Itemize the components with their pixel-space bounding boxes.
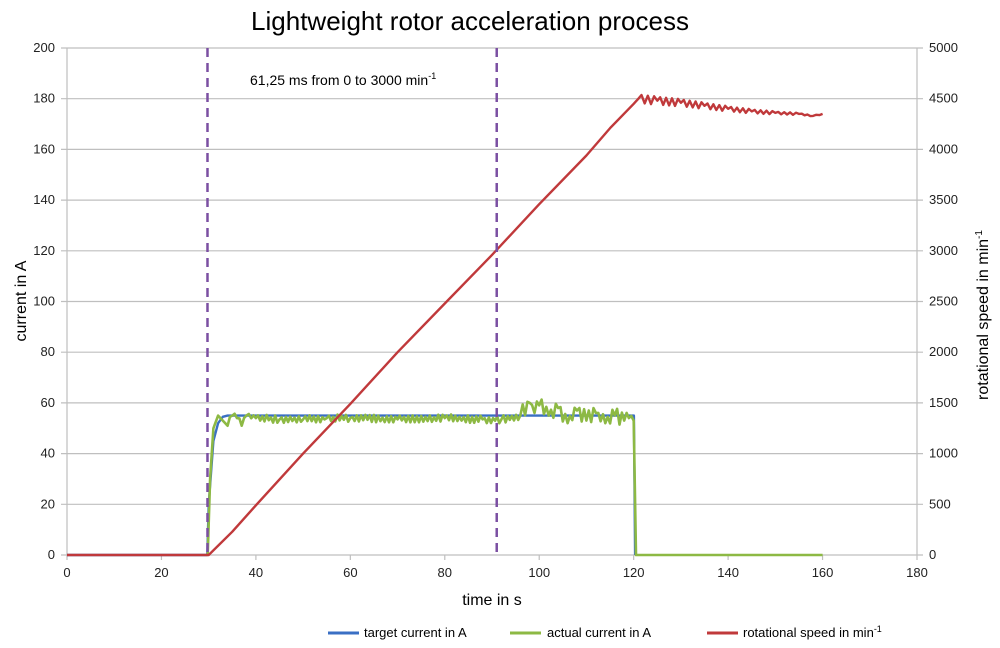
legend: target current in A actual current in A … — [328, 624, 882, 640]
x-axis-label: time in s — [462, 592, 522, 609]
y-tick-label: 100 — [33, 294, 55, 309]
x-tick-label: 60 — [343, 565, 357, 580]
x-tick-label: 80 — [438, 565, 452, 580]
y-tick-label: 20 — [41, 496, 55, 511]
series-rotational-speed — [67, 93, 824, 557]
series-lines — [67, 93, 824, 557]
legend-label-speed-sup: -1 — [874, 624, 882, 634]
legend-label-actual: actual current in A — [547, 625, 651, 640]
y2-tick-label: 1500 — [929, 395, 958, 410]
y2-tick-label: 0 — [929, 547, 936, 562]
legend-label-target: target current in A — [364, 625, 467, 640]
x-tick-label: 20 — [154, 565, 168, 580]
annotation-text: 61,25 ms from 0 to 3000 min-1 — [250, 71, 436, 88]
legend-item-speed: rotational speed in min-1 — [707, 624, 882, 640]
y2-axis-label-main: rotational speed in min — [975, 239, 992, 400]
x-tick-label: 160 — [812, 565, 834, 580]
y-tick-label: 60 — [41, 395, 55, 410]
y2-tick-label: 500 — [929, 496, 951, 511]
series-target-current — [67, 414, 637, 557]
y-tick-label: 120 — [33, 243, 55, 258]
y2-tick-label: 3500 — [929, 192, 958, 207]
y2-axis-label-sup: -1 — [974, 230, 985, 239]
x-tick-label: 120 — [623, 565, 645, 580]
y2-tick-label: 2500 — [929, 294, 958, 309]
x-tick-label: 100 — [528, 565, 550, 580]
y-tick-labels: 0 20 40 60 80 100 120 140 160 180 200 — [33, 40, 55, 562]
axes — [66, 48, 918, 560]
y-tick-label: 160 — [33, 141, 55, 156]
y2-axis-label: rotational speed in min-1 — [974, 230, 992, 400]
y-axis-label: current in A — [13, 260, 30, 341]
legend-item-actual: actual current in A — [510, 625, 651, 640]
x-tick-labels: 0 20 40 60 80 100 120 140 160 180 — [63, 565, 927, 580]
annotation-markers — [206, 48, 498, 555]
y2-tick-label: 1000 — [929, 446, 958, 461]
legend-item-target: target current in A — [328, 625, 467, 640]
y2-tick-label: 4000 — [929, 141, 958, 156]
y-tick-label: 80 — [41, 344, 55, 359]
y2-tick-label: 5000 — [929, 40, 958, 55]
y-tick-label: 180 — [33, 91, 55, 106]
legend-label-speed: rotational speed in min-1 — [743, 624, 882, 640]
annotation-sup: -1 — [428, 71, 436, 81]
legend-label-speed-main: rotational speed in min — [743, 625, 874, 640]
y2-tick-labels: 0 500 1000 1500 2000 2500 3000 3500 4000 4500 5000 — [929, 40, 958, 562]
gridlines — [61, 47, 923, 556]
y-tick-label: 40 — [41, 446, 55, 461]
series-actual-current — [206, 398, 823, 557]
chart-title: Lightweight rotor acceleration process — [251, 6, 689, 36]
y2-tick-label: 3000 — [929, 243, 958, 258]
x-tick-label: 140 — [717, 565, 739, 580]
y2-tick-label: 4500 — [929, 91, 958, 106]
y-tick-label: 140 — [33, 192, 55, 207]
y-tick-label: 0 — [48, 547, 55, 562]
x-tick-label: 180 — [906, 565, 928, 580]
x-tick-label: 40 — [249, 565, 263, 580]
y2-tick-label: 2000 — [929, 344, 958, 359]
x-tick-label: 0 — [63, 565, 70, 580]
annotation-main: 61,25 ms from 0 to 3000 min — [250, 72, 428, 88]
y-tick-label: 200 — [33, 40, 55, 55]
